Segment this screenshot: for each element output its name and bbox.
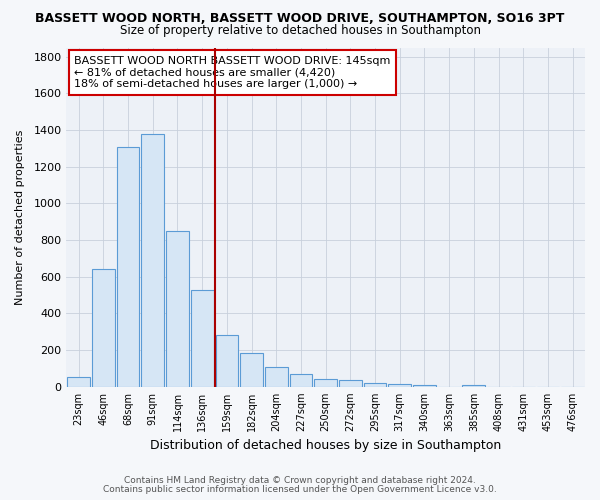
Bar — [463, 385, 485, 387]
Bar — [413, 386, 436, 387]
Text: BASSETT WOOD NORTH BASSETT WOOD DRIVE: 145sqm
← 81% of detached houses are small: BASSETT WOOD NORTH BASSETT WOOD DRIVE: 1… — [74, 56, 391, 89]
Bar — [191, 290, 214, 387]
Bar — [364, 383, 386, 387]
Text: Contains public sector information licensed under the Open Government Licence v3: Contains public sector information licen… — [103, 485, 497, 494]
Bar — [215, 336, 238, 387]
Bar — [166, 231, 189, 387]
Bar — [92, 270, 115, 387]
Bar — [117, 146, 139, 387]
Text: Contains HM Land Registry data © Crown copyright and database right 2024.: Contains HM Land Registry data © Crown c… — [124, 476, 476, 485]
Text: Size of property relative to detached houses in Southampton: Size of property relative to detached ho… — [119, 24, 481, 37]
Bar — [314, 380, 337, 387]
Bar — [142, 134, 164, 387]
Y-axis label: Number of detached properties: Number of detached properties — [15, 130, 25, 305]
Bar — [265, 366, 287, 387]
Bar — [388, 384, 411, 387]
Bar — [67, 376, 90, 387]
Bar — [339, 380, 362, 387]
Bar — [240, 353, 263, 387]
X-axis label: Distribution of detached houses by size in Southampton: Distribution of detached houses by size … — [150, 440, 501, 452]
Bar — [290, 374, 313, 387]
Text: BASSETT WOOD NORTH, BASSETT WOOD DRIVE, SOUTHAMPTON, SO16 3PT: BASSETT WOOD NORTH, BASSETT WOOD DRIVE, … — [35, 12, 565, 26]
